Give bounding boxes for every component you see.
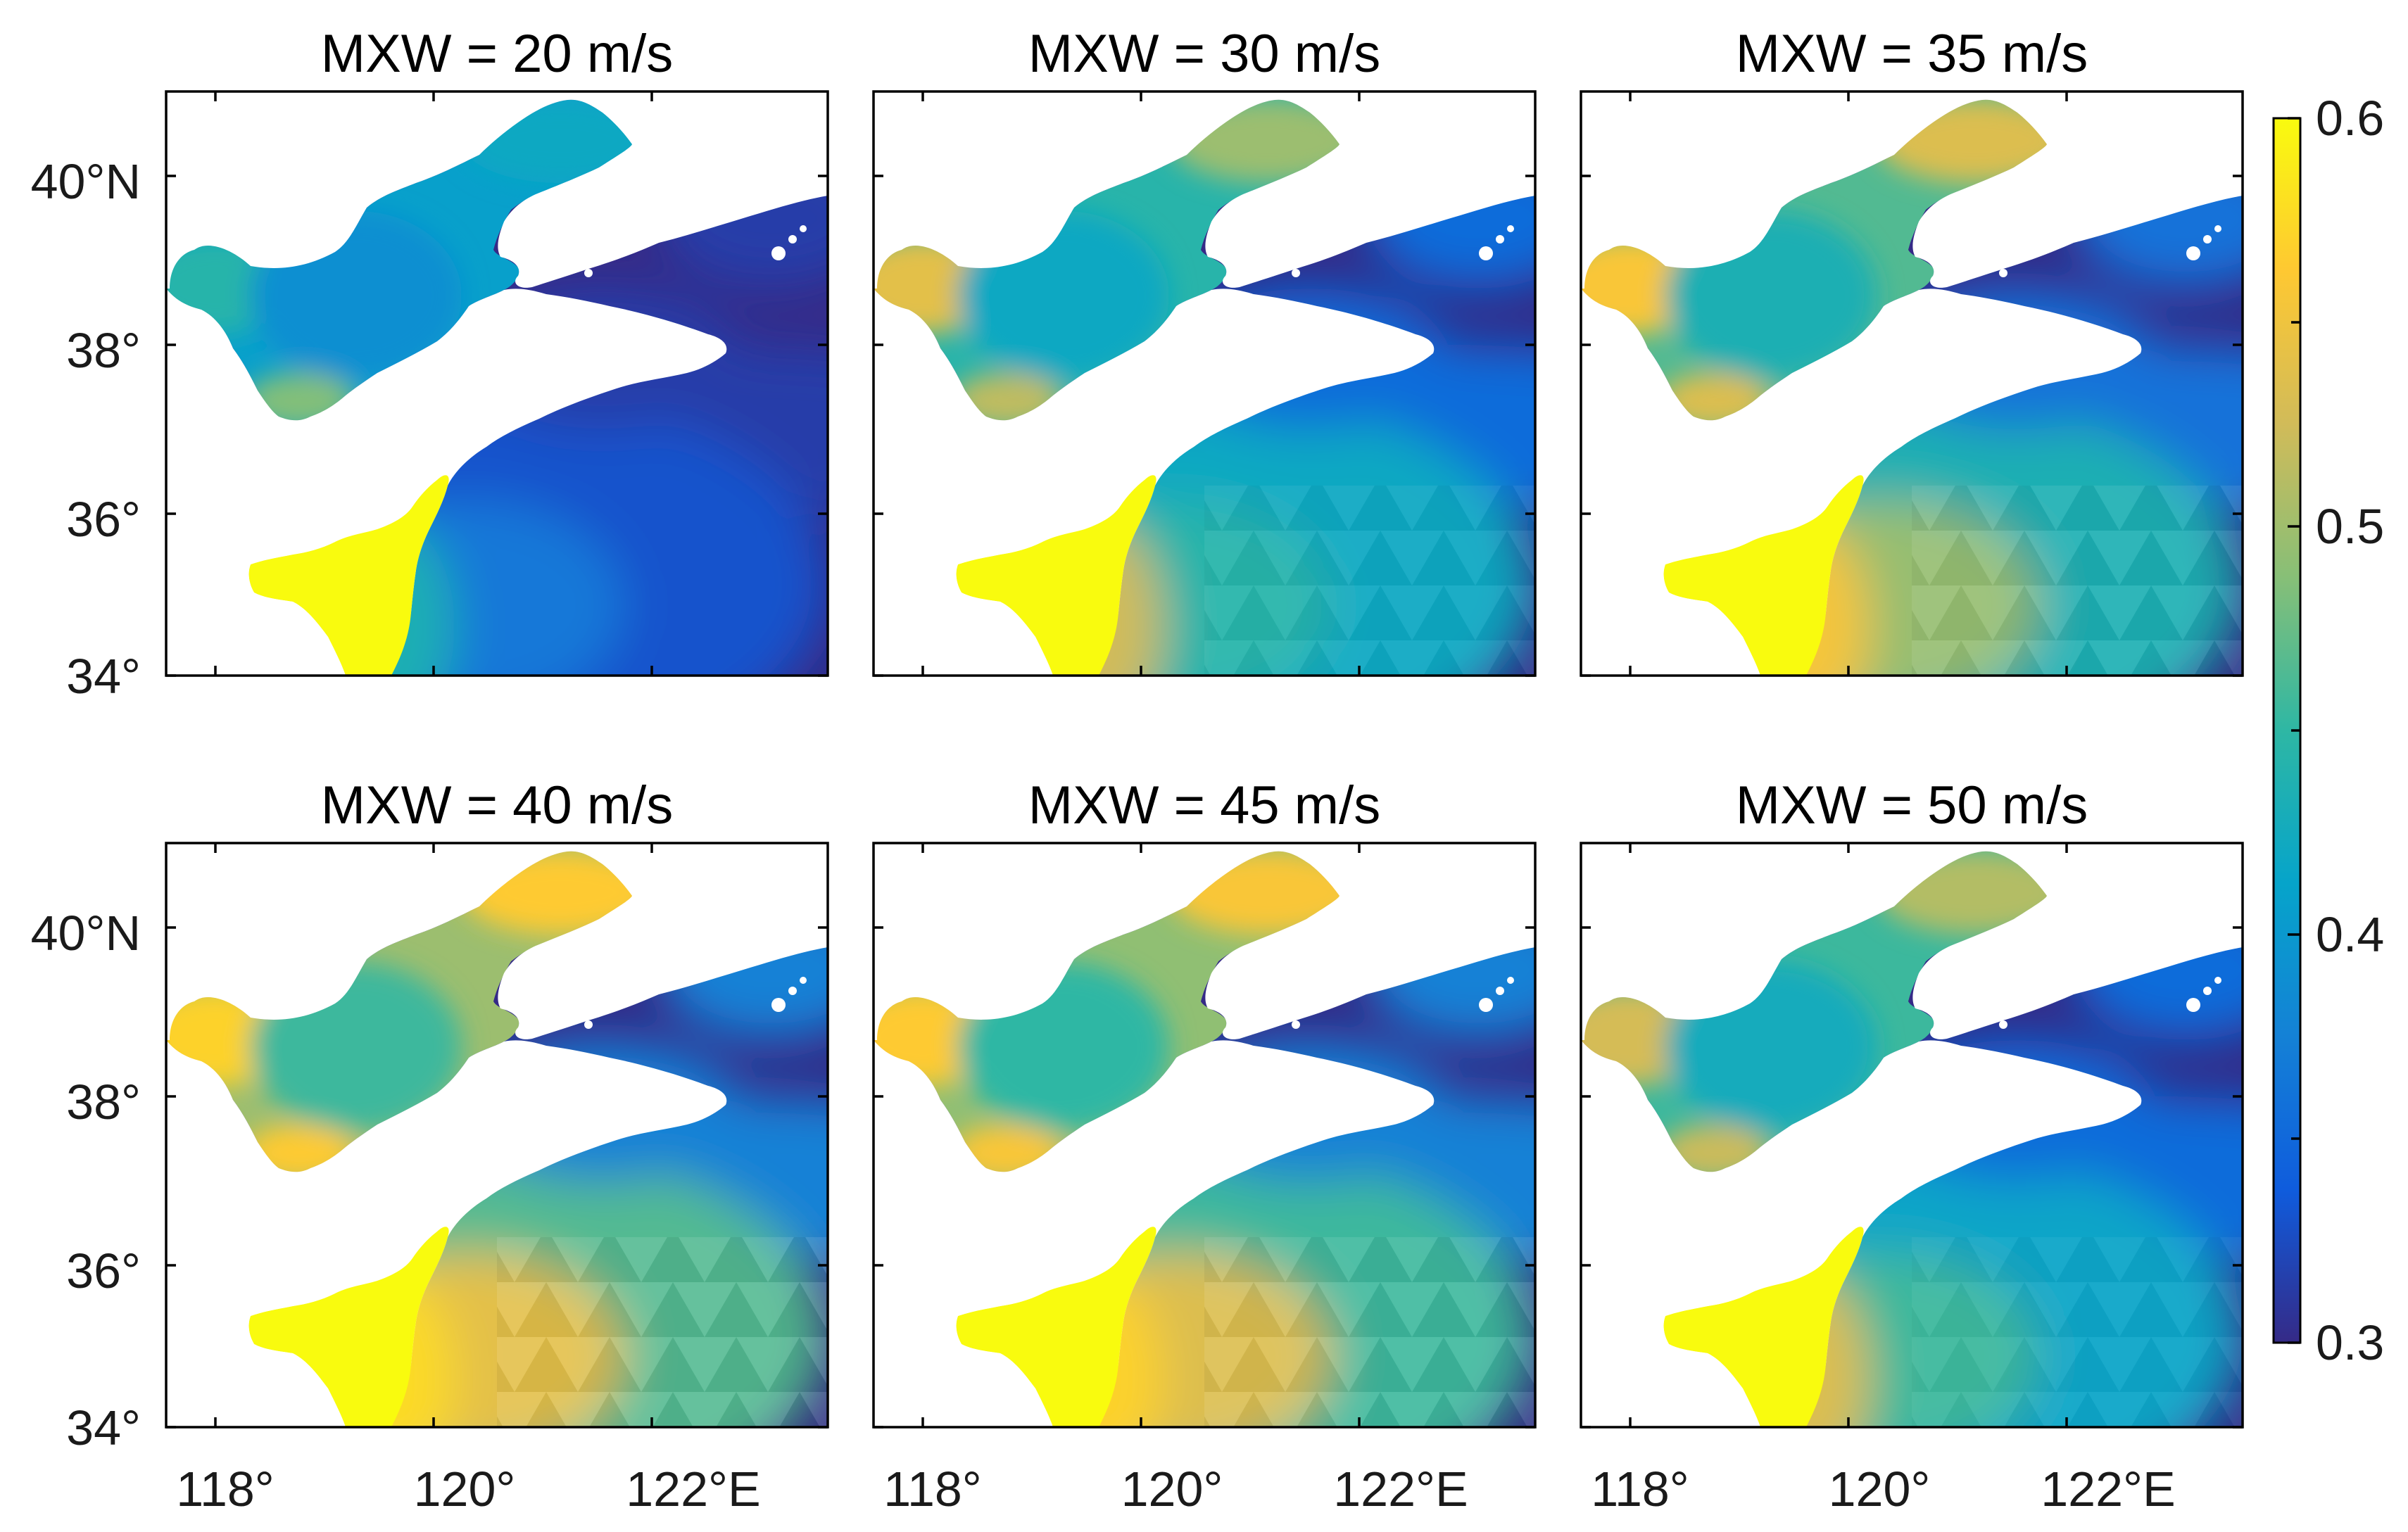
lat-label-36-bottom: 36° (66, 1243, 141, 1298)
lat-label-34-top: 34° (66, 649, 141, 704)
colorbar-label-0-5: 0.5 (2316, 499, 2384, 554)
lon-label-120-c: 120° (1829, 1462, 1931, 1517)
lon-label-122-a: 122°E (626, 1462, 760, 1517)
map-field-5 (874, 843, 1535, 1427)
lon-label-118-c: 118° (1591, 1462, 1689, 1517)
panel-frame-4 (165, 842, 829, 1429)
lat-label-40-bottom: 40°N (31, 906, 141, 961)
panel-title-1: MXW = 20 m/s (321, 24, 673, 84)
lat-label-38-top: 38° (66, 323, 141, 378)
lon-label-122-c: 122°E (2041, 1462, 2175, 1517)
lon-label-120-b: 120° (1121, 1462, 1223, 1517)
lat-label-38-bottom: 38° (66, 1075, 141, 1129)
panels-group (165, 90, 2244, 1429)
map-panel-1 (165, 90, 829, 677)
colorbar-label-0-3: 0.3 (2316, 1315, 2384, 1370)
panel-frame-1 (165, 90, 829, 677)
panel-title-6: MXW = 50 m/s (1736, 776, 2088, 835)
map-field-2 (874, 91, 1535, 676)
panel-title-3: MXW = 35 m/s (1736, 24, 2088, 84)
map-field-4 (166, 843, 828, 1427)
map-panel-3 (1580, 90, 2244, 677)
panel-frame-3 (1580, 90, 2244, 677)
map-panel-6 (1580, 842, 2244, 1429)
map-panel-5 (872, 842, 1537, 1429)
lon-label-118-b: 118° (883, 1462, 982, 1517)
panel-title-4: MXW = 40 m/s (321, 776, 673, 835)
panel-frame-2 (872, 90, 1537, 677)
lat-label-34-bottom: 34° (66, 1400, 141, 1455)
map-field-1 (166, 91, 828, 676)
map-panel-2 (872, 90, 1537, 677)
colorbar-label-0-6: 0.6 (2316, 91, 2384, 146)
colorbar: 0.6 0.5 0.4 0.3 (2272, 91, 2384, 1370)
colorbar-label-0-4: 0.4 (2316, 907, 2384, 962)
panel-title-2: MXW = 30 m/s (1028, 24, 1380, 84)
panel-title-5: MXW = 45 m/s (1028, 776, 1380, 835)
lon-label-118-a: 118° (176, 1462, 275, 1517)
panel-frame-6 (1580, 842, 2244, 1429)
map-field-3 (1581, 91, 2243, 676)
lon-label-122-b: 122°E (1333, 1462, 1468, 1517)
lat-label-36-top: 36° (66, 492, 141, 547)
lat-label-40-top: 40°N (31, 154, 141, 209)
lon-label-120-a: 120° (414, 1462, 516, 1517)
panel-frame-5 (872, 842, 1537, 1429)
colorbar-ticks (2288, 117, 2300, 1344)
map-panel-4 (165, 842, 829, 1429)
map-field-6 (1581, 843, 2243, 1427)
